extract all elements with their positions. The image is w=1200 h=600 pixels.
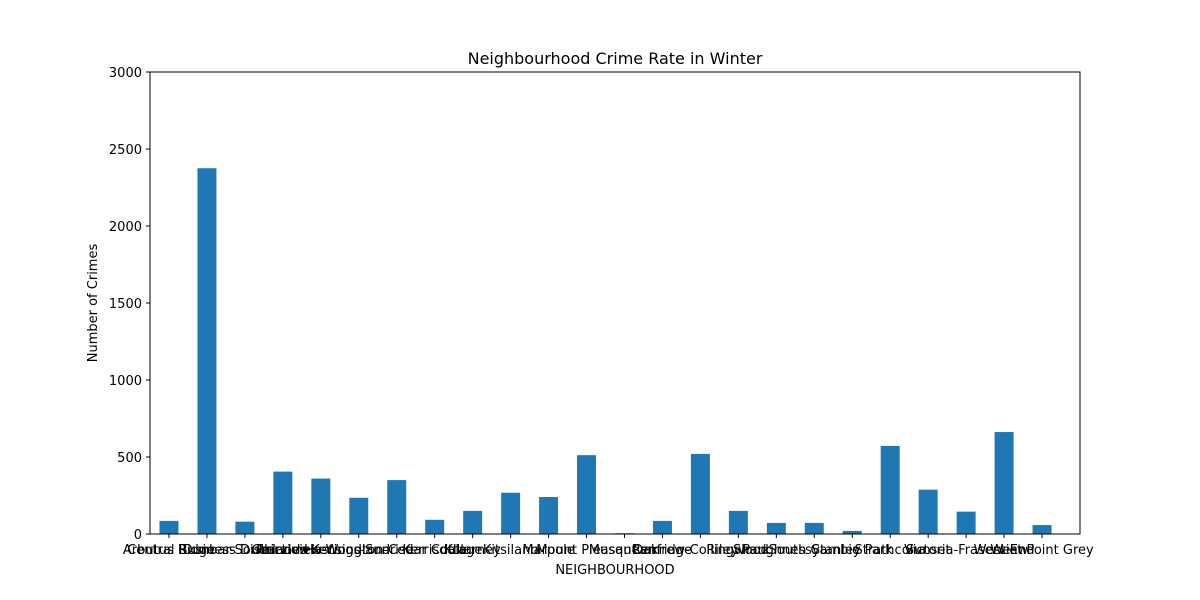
bars-group [159,168,1052,534]
bar-19 [880,445,900,534]
bar-7 [425,519,445,534]
y-tick-label-4: 2000 [109,220,142,235]
x-axis-label: NEIGHBOURHOOD [555,563,674,578]
bar-16 [766,522,786,534]
x-tick-label-17: South Cambie [769,543,860,558]
bar-9 [501,492,521,534]
bar-6 [387,480,407,534]
x-tick-label-3: Fairview [256,543,310,558]
x-tick-label-16: Shaughnessy [733,543,820,558]
bar-17 [804,522,824,534]
bar-5 [349,497,369,534]
bar-11 [577,455,597,534]
bar-15 [728,510,748,534]
plot-frame [149,71,1081,535]
bar-4 [311,478,331,534]
bar-22 [994,432,1014,534]
bar-13 [652,520,672,534]
x-tick-label-18: Stanley Park [812,543,894,558]
y-ticks: 0 500 1000 1500 2000 2500 3000 [109,66,150,543]
x-tick-label-12: Musqueam [589,543,660,558]
bar-3 [273,471,293,534]
x-tick-label-2: Dunbar-Southlands [183,543,308,558]
bar-2 [235,521,255,534]
x-tick-label-20: Sunset [906,543,951,558]
bar-0 [159,520,179,534]
y-tick-label-5: 2500 [109,143,142,158]
y-axis-label: Number of Crimes [86,244,101,363]
x-tick-label-14: Renfrew-Collingwood [632,543,769,558]
bar-20 [918,489,938,534]
x-tick-label-8: Killarney [444,543,501,558]
y-tick-label-1: 500 [117,451,142,466]
bar-18 [842,530,862,534]
x-tick-label-1: Central Business District [127,543,287,558]
bar-8 [463,510,483,534]
x-tick-label-9: Kitsilano [483,543,538,558]
y-tick-label-0: 0 [134,528,142,543]
x-tick-label-15: Riley Park [706,543,771,558]
x-tick-label-22: West End [974,543,1035,558]
x-tick-label-10: Marpole [522,543,574,558]
bar-1 [197,168,217,534]
bar-10 [539,497,559,534]
bar-14 [690,453,710,534]
x-tick-label-7: Kerrisdale [402,543,467,558]
chart-title: Neighbourhood Crime Rate in Winter [468,49,763,68]
y-tick-label-6: 3000 [109,66,142,81]
plot-area [150,72,1080,534]
x-tick-label-19: Strathcona [855,543,926,558]
x-tick-label-5: Hastings-Sunrise [304,543,414,558]
x-tick-label-23: West Point Grey [990,543,1094,558]
bar-23 [1032,525,1052,534]
x-tick-label-4: Grandview-Woodland [252,543,390,558]
bar-21 [956,511,976,534]
x-tick-label-0: Arbutus Ridge [123,543,215,558]
x-tick-label-6: Kensington-Cedar Cottage [311,543,482,558]
x-tick-label-21: Victoria-Fraserview [904,543,1028,558]
y-tick-label-2: 1000 [109,374,142,389]
x-tick-label-11: Mount Pleasant [536,543,636,558]
x-tick-label-13: Oakridge [633,543,692,558]
y-tick-label-3: 1500 [109,297,142,312]
